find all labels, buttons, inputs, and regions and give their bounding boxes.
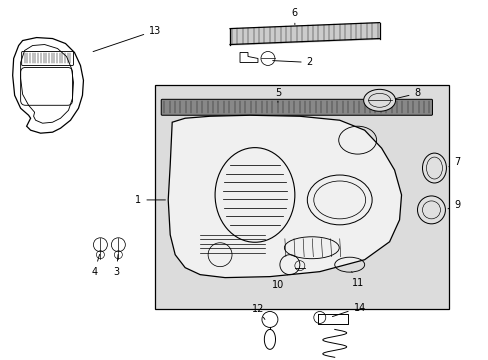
- Text: 8: 8: [394, 88, 420, 99]
- Ellipse shape: [422, 153, 446, 183]
- Text: 6: 6: [291, 8, 297, 24]
- Text: 12: 12: [251, 305, 264, 319]
- Text: 2: 2: [272, 58, 312, 67]
- Circle shape: [417, 196, 445, 224]
- Text: 14: 14: [332, 302, 365, 316]
- Polygon shape: [168, 115, 401, 278]
- Text: 10: 10: [271, 275, 287, 289]
- Text: 9: 9: [447, 200, 460, 210]
- Text: 11: 11: [351, 272, 363, 288]
- FancyBboxPatch shape: [161, 99, 431, 115]
- Text: 7: 7: [448, 157, 460, 167]
- FancyBboxPatch shape: [155, 85, 448, 310]
- Ellipse shape: [363, 89, 395, 111]
- Text: 5: 5: [274, 88, 281, 102]
- Text: 4: 4: [91, 255, 100, 276]
- Text: 1: 1: [135, 195, 165, 205]
- Text: 13: 13: [93, 26, 161, 51]
- Text: 3: 3: [113, 255, 119, 276]
